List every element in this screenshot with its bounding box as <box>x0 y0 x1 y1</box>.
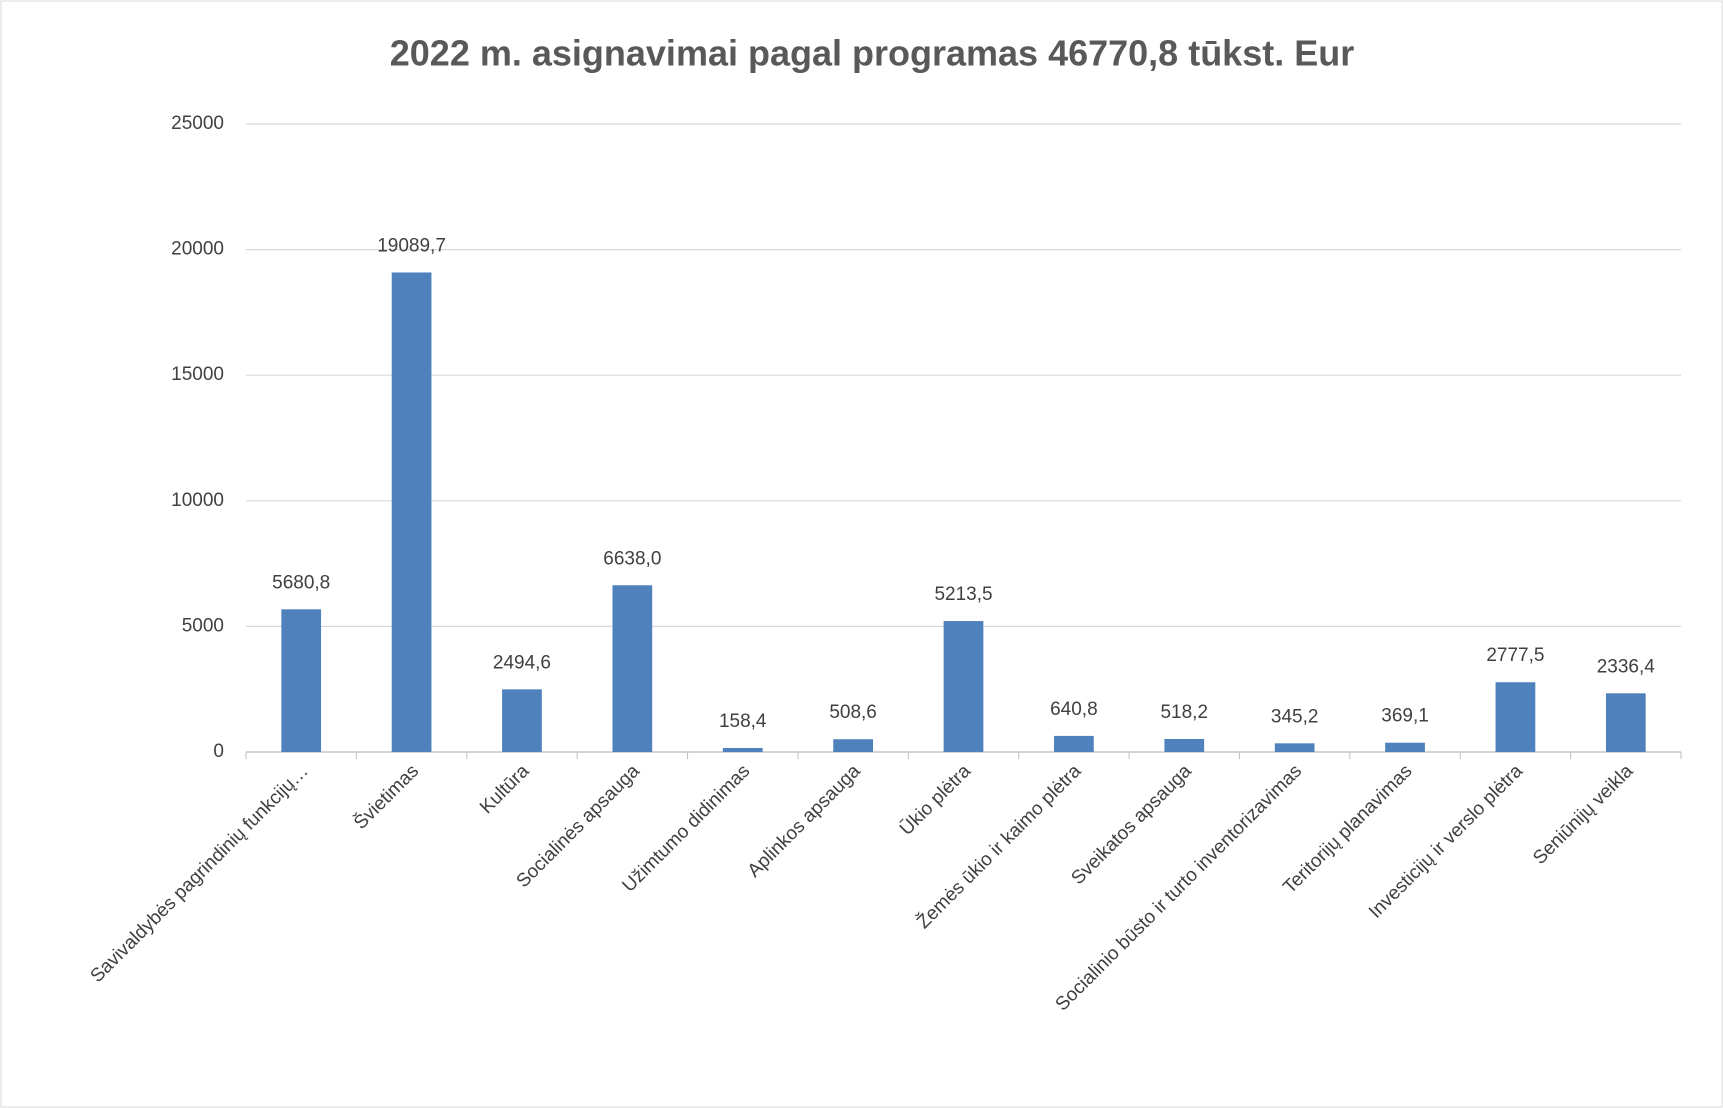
y-tick-label: 5000 <box>182 615 224 636</box>
data-label: 345,2 <box>1271 706 1319 727</box>
bar <box>943 621 984 752</box>
bar <box>502 689 542 752</box>
bar <box>1274 743 1315 752</box>
y-tick-label: 15000 <box>171 364 224 385</box>
data-label: 5680,8 <box>272 572 330 593</box>
data-label: 19089,7 <box>377 235 446 256</box>
data-label: 2777,5 <box>1486 645 1544 666</box>
y-tick-label: 20000 <box>171 239 224 260</box>
bar <box>1054 735 1094 752</box>
data-label: 5213,5 <box>934 584 992 605</box>
bar <box>1605 693 1646 752</box>
data-label: 508,6 <box>829 702 877 723</box>
data-label: 6638,0 <box>603 548 661 569</box>
y-tick-label: 25000 <box>171 113 224 134</box>
data-label: 158,4 <box>719 711 767 732</box>
data-label: 2336,4 <box>1597 656 1656 677</box>
bar <box>612 585 653 752</box>
data-label: 640,8 <box>1050 699 1098 720</box>
y-tick-label: 10000 <box>171 490 224 511</box>
bar <box>722 748 763 752</box>
data-label: 2494,6 <box>493 652 551 673</box>
bar <box>391 272 432 752</box>
bar <box>281 609 322 752</box>
y-tick-label: 0 <box>213 741 224 762</box>
data-label: 518,2 <box>1160 702 1208 723</box>
chart-title: 2022 m. asignavimai pagal programas 4677… <box>390 33 1354 74</box>
bar <box>1385 742 1425 752</box>
bar <box>833 739 873 752</box>
data-label: 369,1 <box>1381 706 1429 727</box>
bar <box>1164 738 1205 752</box>
bar <box>1495 682 1536 752</box>
